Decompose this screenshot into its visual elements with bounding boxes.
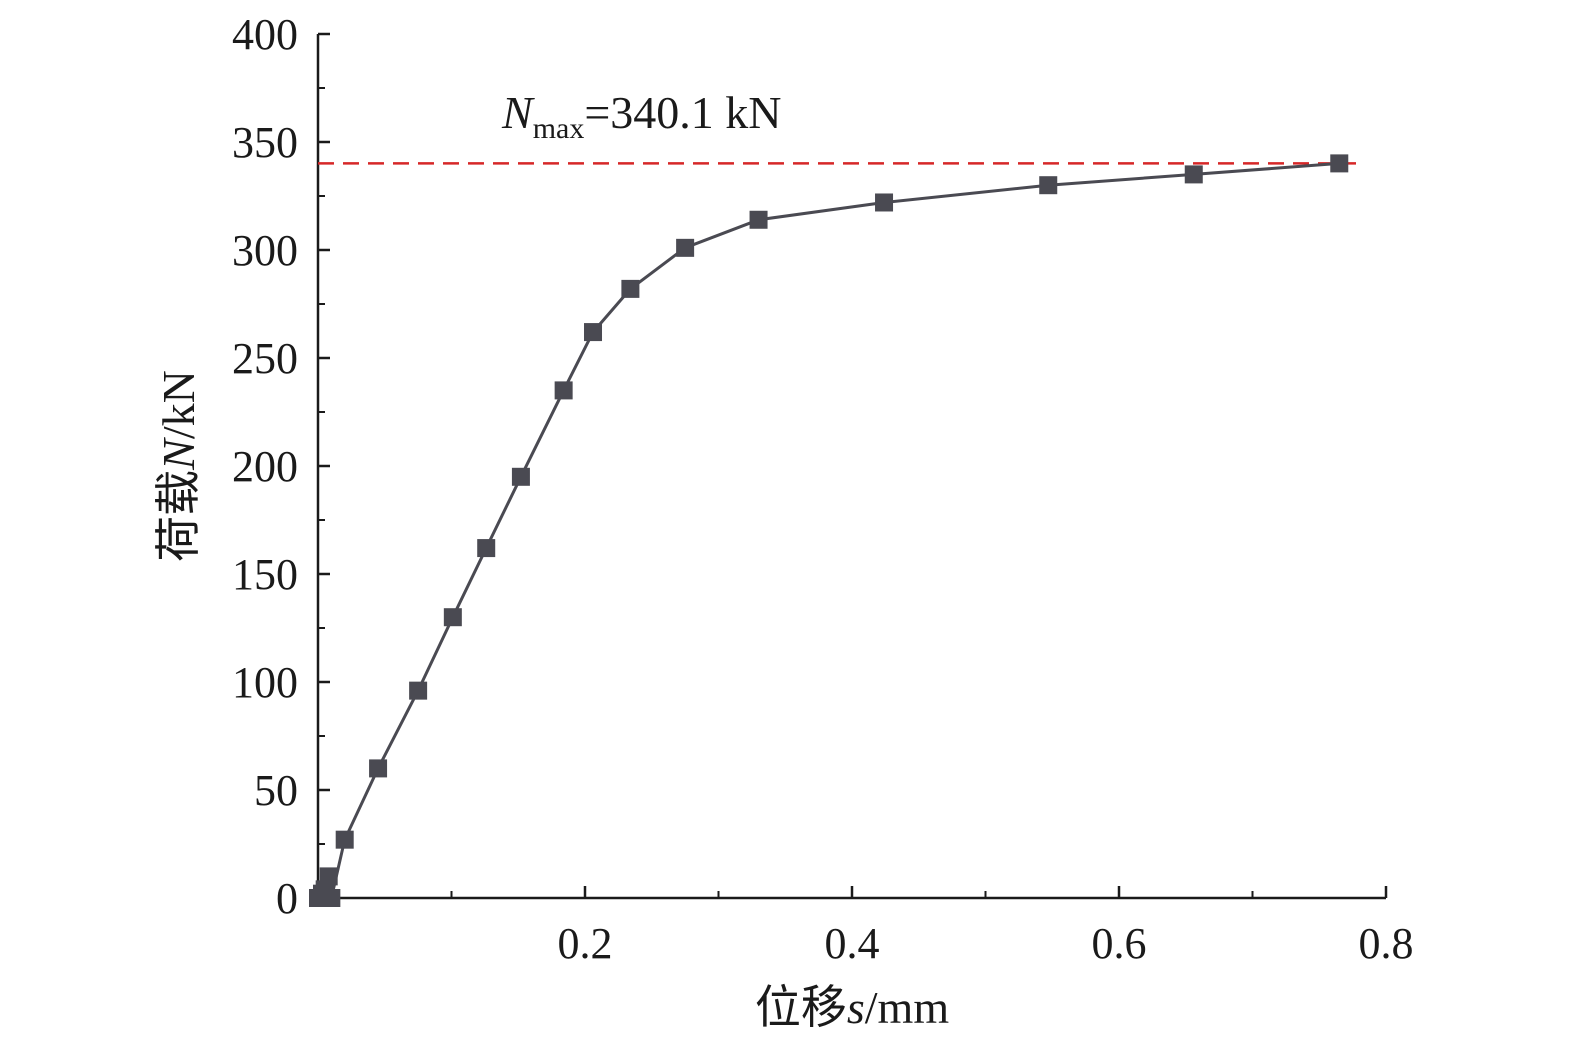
y-tick-label: 250 xyxy=(232,334,298,383)
y-tick-label: 200 xyxy=(232,442,298,491)
data-point-marker xyxy=(1330,154,1349,173)
x-tick-label: 0.8 xyxy=(1359,919,1414,968)
data-point-marker xyxy=(409,681,428,700)
x-tick-label: 0.2 xyxy=(558,919,613,968)
data-point-marker xyxy=(676,238,695,257)
x-tick-label: 0.4 xyxy=(825,919,880,968)
y-axis-title-prefix: 荷载 xyxy=(153,470,204,562)
nmax-annotation: Nmax=340.1 kN xyxy=(501,87,782,145)
data-point-marker xyxy=(477,539,496,558)
data-point-marker xyxy=(335,830,354,849)
annotation-subscript: max xyxy=(533,112,585,145)
y-tick-label: 400 xyxy=(232,10,298,59)
y-axis-ticks: 0 50 100 150 200 250 300 350 400 xyxy=(232,10,330,923)
y-axis-title: 荷载N/kN xyxy=(153,370,204,562)
data-point-marker xyxy=(369,759,388,778)
y-tick-label: 50 xyxy=(254,766,298,815)
data-point-marker xyxy=(1039,176,1058,195)
data-point-marker xyxy=(319,867,338,886)
y-axis-title-unit: /kN xyxy=(153,370,204,439)
x-axis-title-prefix: 位移 xyxy=(755,982,847,1033)
data-point-marker xyxy=(443,608,462,627)
y-axis-title-symbol: N xyxy=(153,437,204,471)
y-tick-label: 350 xyxy=(232,118,298,167)
series-markers xyxy=(309,154,1349,907)
data-point-marker xyxy=(584,323,603,342)
data-point-marker xyxy=(621,279,640,298)
y-tick-label: 300 xyxy=(232,226,298,275)
y-tick-label: 0 xyxy=(276,874,298,923)
y-tick-label: 100 xyxy=(232,658,298,707)
data-point-marker xyxy=(554,381,573,400)
x-axis-title: 位移s/mm xyxy=(755,982,949,1033)
data-point-marker xyxy=(875,193,894,212)
annotation-symbol: N xyxy=(501,87,535,138)
x-axis-title-unit: /mm xyxy=(865,982,950,1033)
x-axis-title-symbol: s xyxy=(847,982,865,1033)
data-point-marker xyxy=(322,889,341,907)
annotation-value: =340.1 kN xyxy=(584,87,781,138)
data-point-marker xyxy=(1184,165,1203,184)
plot-area: 0 50 100 150 200 250 300 350 400 0.2 0.4 0.6 0.8 xyxy=(232,10,1414,968)
y-tick-label: 150 xyxy=(232,550,298,599)
data-point-marker xyxy=(511,467,530,486)
x-tick-label: 0.6 xyxy=(1092,919,1147,968)
data-point-marker xyxy=(749,210,768,229)
series-line xyxy=(316,161,1340,900)
x-axis-ticks: 0.2 0.4 0.6 0.8 xyxy=(450,886,1414,968)
